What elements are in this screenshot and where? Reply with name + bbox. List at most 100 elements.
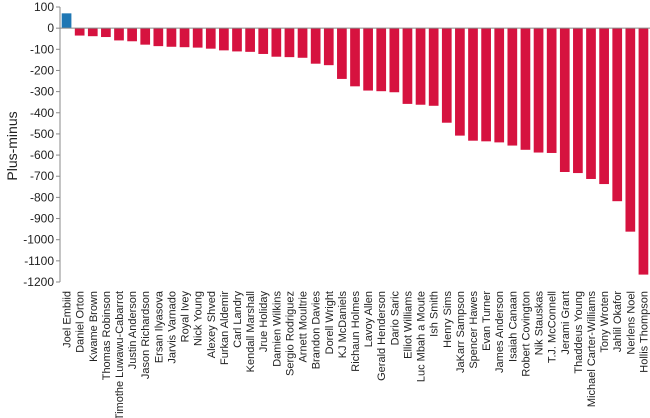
bar [205,28,216,49]
x-tick-label: Brandon Davies [311,291,323,370]
bar [114,28,124,41]
x-tick-label: Hollis Thompson [638,291,650,373]
x-tick-label: Luc Mbah a Moute [416,291,428,382]
x-tick-label: Ish Smith [429,291,441,337]
x-tick-label: Alexey Shved [206,291,218,358]
x-tick-label: Dorell Wright [324,291,336,354]
bar [455,28,465,136]
bar [468,28,478,141]
bar [428,28,439,106]
x-tick-label: Justin Anderson [127,291,139,369]
bar [87,28,98,37]
x-tick-label: Evan Turner [481,291,493,351]
bar [599,28,609,185]
bar [140,28,151,45]
x-tick-label: Thomas Robinson [101,291,113,380]
x-tick-label: Spencer Hawes [468,291,480,369]
bar [337,28,347,79]
bar [350,28,360,87]
bar [310,28,321,64]
y-tick-label: -700 [30,169,54,183]
x-tick-label: Ersan Ilyasova [153,290,165,363]
x-tick-label: Michael Carter-Williams [586,291,598,408]
x-tick-label: Jerami Grant [560,291,572,355]
x-tick-label: Richaun Holmes [350,291,362,372]
bar [612,28,623,202]
y-tick-label: -900 [30,212,54,226]
bar [520,28,531,150]
bar [284,28,295,58]
x-tick-label: Thaddeus Young [573,291,585,374]
y-tick-label: -100 [30,42,54,56]
bar [101,28,111,38]
x-tick-label: Nik Stauskas [534,291,546,356]
bar [153,28,164,47]
x-tick-label: Nick Young [193,291,205,346]
bar [533,28,544,153]
x-tick-label: Dario Saric [389,291,401,346]
bar [258,28,269,54]
x-tick-label: Timothe Luwawu-Cabarrot [114,291,126,418]
x-tick-label: Lavoy Allen [363,291,375,347]
x-tick-label: Henry Sims [442,291,454,348]
bar [481,28,491,142]
x-tick-label: Elliot Williams [402,291,414,359]
bar [192,28,203,48]
bar [363,28,373,91]
x-tick-label: Gerald Henderson [376,291,388,381]
bar [573,28,583,174]
y-tick-label: -600 [30,148,54,162]
bar [507,28,518,146]
bar [402,28,413,104]
y-tick-label: 100 [34,0,54,14]
x-tick-label: Joel Embiid [62,291,74,348]
x-tick-label: T.J. McConnell [547,291,559,363]
y-tick-label: -1200 [23,275,54,289]
bar [376,28,387,92]
y-tick-label: -300 [30,85,54,99]
bar [166,28,177,47]
y-tick-label: -1100 [24,254,54,268]
bar [179,28,190,48]
x-tick-label: Jarvis Varnado [166,291,178,364]
bar [219,28,229,51]
bar [127,28,137,42]
y-tick-label: -800 [30,190,54,204]
bar [586,28,596,179]
x-tick-label: Jason Richardson [140,291,152,379]
bars-group [61,13,649,275]
bar [232,28,242,52]
bar [323,28,334,66]
bar [415,28,426,105]
x-tick-label: Kwame Brown [88,291,100,362]
bar [297,28,308,58]
y-tick-label: -200 [30,63,54,77]
x-tick-label: Carl Landry [232,291,244,348]
bar [559,28,570,173]
x-tick-label: Tony Wroten [599,291,611,353]
x-tick-label: Jahlil Okafor [612,291,624,352]
x-tick-label: Jrue Holiday [258,291,270,353]
x-tick-label: Robert Covington [520,291,532,377]
x-tick-label: KJ McDaniels [337,291,349,359]
x-tick-label: Isaiah Canaan [507,291,519,362]
x-tick-label: Kendall Marshall [245,291,257,372]
bar [625,28,636,232]
x-tick-label: Sergio Rodriguez [284,291,296,376]
x-tick-label: Damien Wilkins [271,291,283,367]
x-tick-label: James Anderson [494,291,506,373]
y-tick-label: -1000 [23,233,54,247]
x-axis: Joel Embiid Daniel Orton Kwame Brown Thomas… [62,290,650,418]
bar [638,28,649,275]
x-tick-label: Daniel Orton [75,291,87,353]
y-tick-label: -500 [30,127,54,141]
x-tick-label: Furkan Aldemir [219,291,231,365]
bar [74,28,85,36]
y-tick-label: 0 [47,21,54,35]
y-axis: 100 0 -100 -200 -300 -400 -500 -600 -700 -800 -900… [23,0,60,289]
bar [61,13,72,29]
x-tick-label: Nerlens Noel [625,291,637,355]
x-tick-label: Arnett Moultrie [298,291,310,363]
y-tick-label: -400 [30,106,54,120]
